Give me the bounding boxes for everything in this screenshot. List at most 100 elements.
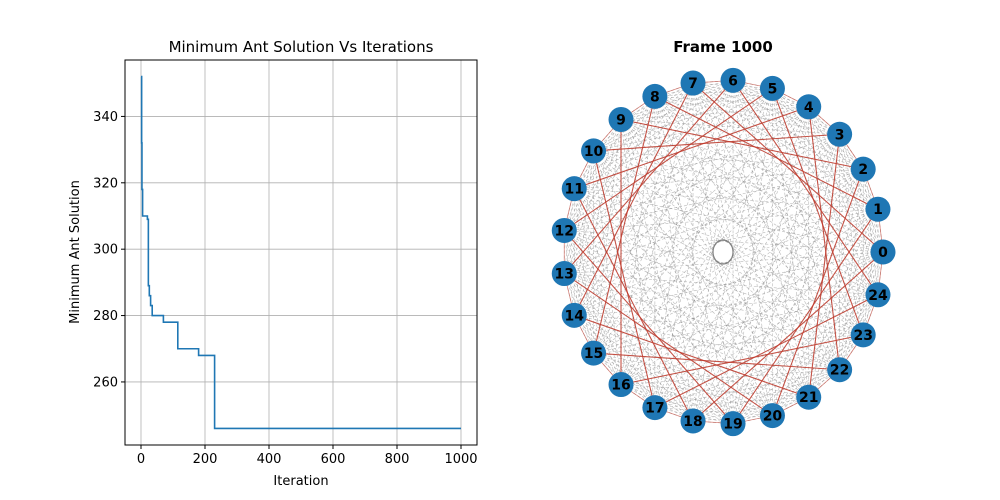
node-label: 20 xyxy=(763,409,783,425)
graph-edge xyxy=(574,96,656,189)
path-edge xyxy=(593,150,656,408)
graph-edge xyxy=(772,88,864,170)
x-tick-label: 400 xyxy=(257,452,282,467)
graph-edge xyxy=(772,88,840,370)
node-label: 18 xyxy=(683,414,702,430)
graph-edge xyxy=(564,273,864,336)
graph-edge xyxy=(732,169,864,424)
graph-edge xyxy=(564,273,656,408)
path-edge xyxy=(620,334,864,386)
graph-edge xyxy=(732,334,864,424)
node-circle xyxy=(551,261,577,287)
path-edge xyxy=(692,82,884,253)
node-circle xyxy=(561,176,587,202)
graph-edge xyxy=(573,188,734,424)
node-circle xyxy=(796,384,822,410)
graph-node: 20 xyxy=(759,403,785,429)
grid xyxy=(125,60,477,445)
node-label: 23 xyxy=(853,328,872,344)
node-circle xyxy=(581,138,607,164)
graph-edge xyxy=(593,352,734,424)
graph-edge xyxy=(563,230,622,385)
graph-edge xyxy=(593,294,879,354)
graph-node: 10 xyxy=(581,138,607,164)
node-circle xyxy=(581,340,607,366)
graph-edge xyxy=(620,82,694,385)
graph-edge xyxy=(564,96,656,231)
node-label: 12 xyxy=(555,223,574,239)
y-tick-label: 340 xyxy=(93,110,118,125)
path-edge xyxy=(563,79,734,274)
min-solution-line xyxy=(140,75,461,430)
graph-edge xyxy=(654,96,734,424)
graph-edge xyxy=(563,119,622,274)
graph-node: 1 xyxy=(865,196,891,222)
graph-edge xyxy=(620,384,773,416)
graph-edge xyxy=(862,209,879,335)
graph-title: Frame 1000 xyxy=(673,38,773,56)
graph-node: 18 xyxy=(680,408,706,434)
line-chart-title: Minimum Ant Solution Vs Iterations xyxy=(169,38,434,56)
graph-node: 2 xyxy=(850,156,876,182)
graph-edge xyxy=(593,334,864,354)
graph-edge xyxy=(574,315,864,336)
path-edge xyxy=(620,118,864,170)
node-circle xyxy=(870,239,896,265)
graph-edge xyxy=(574,106,809,316)
plot-frame xyxy=(124,59,478,446)
graph-edge xyxy=(654,168,864,408)
graph-edge xyxy=(574,188,879,296)
graph-edge xyxy=(593,150,622,385)
graph-edge xyxy=(620,96,656,385)
graph-edge xyxy=(574,168,864,189)
graph-edge xyxy=(620,119,879,296)
path-edge xyxy=(574,106,809,190)
graph-edge xyxy=(772,209,879,416)
graph-edge xyxy=(839,169,864,370)
node-circle xyxy=(827,357,853,383)
node-circle xyxy=(865,282,891,308)
graph-node: 8 xyxy=(642,83,668,109)
graph-edge xyxy=(564,230,773,416)
graph-node: 5 xyxy=(759,75,785,101)
graph-edge xyxy=(654,83,694,408)
graph-edge xyxy=(654,96,809,108)
line-chart: 0 200 400 600 800 1000 260 280 300 320 340 Minimu… xyxy=(68,38,478,489)
graph-edge xyxy=(574,315,773,416)
graph-edge xyxy=(654,334,864,408)
graph-edge xyxy=(620,384,809,398)
graph-edge xyxy=(574,168,864,316)
graph-edge xyxy=(839,251,884,370)
x-tick-label: 800 xyxy=(385,452,410,467)
graph-edge xyxy=(593,150,773,416)
graph-edge xyxy=(574,88,773,316)
x-tick-label: 200 xyxy=(193,452,218,467)
node-circle xyxy=(850,322,876,348)
graph-edge xyxy=(564,230,809,398)
graph-edge xyxy=(564,273,734,424)
node-label: 15 xyxy=(584,346,603,362)
graph-edge xyxy=(574,315,656,408)
path-edge xyxy=(732,80,879,296)
x-tick-label: 600 xyxy=(321,452,346,467)
node-circle xyxy=(680,70,706,96)
graph-edge xyxy=(732,106,810,424)
node-circle xyxy=(759,75,785,101)
graph-node: 6 xyxy=(720,67,746,93)
graph-edge xyxy=(732,80,864,170)
graph-edge xyxy=(593,106,809,152)
node-label: 1 xyxy=(873,202,883,218)
graph-edge xyxy=(620,294,879,385)
graph-edge xyxy=(593,150,884,253)
graph-edge xyxy=(808,294,879,398)
graph-edge xyxy=(654,96,694,421)
path-edge xyxy=(771,168,864,416)
graph-edge xyxy=(692,82,840,370)
graph-edge xyxy=(620,80,734,385)
graph-edge xyxy=(573,96,656,316)
graph-edge xyxy=(573,188,594,354)
graph-edge xyxy=(808,106,884,253)
node-label: 8 xyxy=(650,89,660,105)
